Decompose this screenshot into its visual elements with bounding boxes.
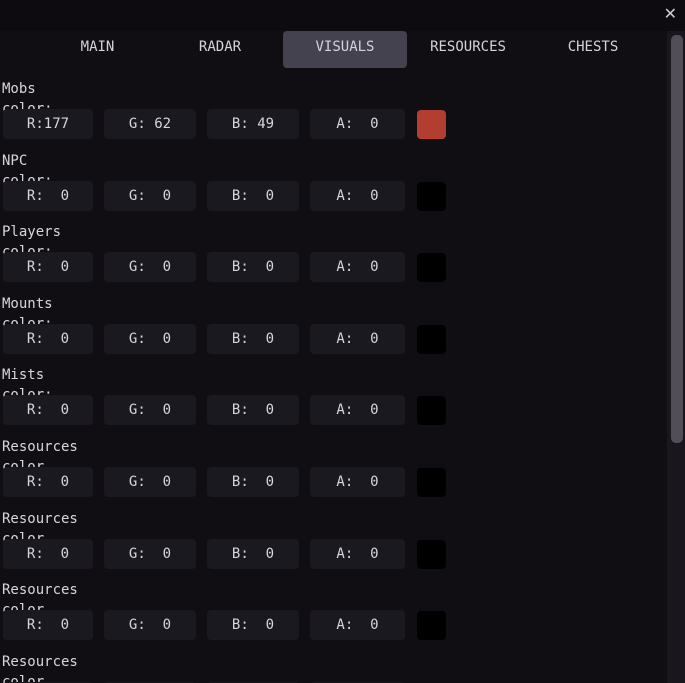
color-group-label: Resources color (TIER 3): [2, 582, 78, 638]
color-group-label: Resources color (TIER 4): [2, 653, 78, 683]
a-channel-input[interactable]: A: 0 [310, 610, 405, 641]
a-channel-input[interactable]: A: 0 [310, 180, 405, 211]
r-channel-input[interactable]: R: 0 [3, 252, 93, 283]
a-channel-input[interactable]: A: 0 [310, 395, 405, 426]
color-swatch[interactable] [417, 181, 446, 211]
r-channel-input[interactable]: R: 0 [3, 466, 93, 497]
g-channel-input[interactable]: G: 0 [104, 466, 196, 497]
color-group-label: Players color: [2, 224, 62, 260]
a-channel-input[interactable]: A: 0 [310, 109, 405, 139]
r-channel-input[interactable]: R: 0 [3, 395, 93, 426]
r-channel-input[interactable]: R: 0 [3, 180, 93, 211]
g-channel-input[interactable]: G: 62 [104, 109, 196, 139]
color-swatch[interactable] [417, 110, 446, 139]
g-channel-input[interactable]: G: 0 [104, 681, 196, 683]
color-group-label: Mobs color: [2, 81, 53, 117]
g-channel-input[interactable]: G: 0 [104, 395, 196, 426]
a-channel-input[interactable]: A: 0 [310, 466, 405, 497]
tab-radar[interactable]: RADAR [198, 39, 242, 55]
tab-main[interactable]: MAIN [80, 39, 115, 55]
color-swatch[interactable] [417, 611, 446, 641]
b-channel-input[interactable]: B: 0 [207, 538, 299, 569]
color-swatch[interactable] [417, 324, 446, 354]
color-group-label: Resources color (TIER 2): [2, 510, 78, 567]
r-channel-input[interactable]: R: 0 [3, 538, 93, 569]
scrollbar-thumb[interactable] [671, 35, 683, 443]
color-group-label: Mists color: [2, 367, 53, 403]
b-channel-input[interactable]: B: 0 [207, 610, 299, 641]
b-channel-input[interactable]: B: 0 [207, 466, 299, 497]
tab-bar: MAIN RADAR VISUALS RESOURCES CHESTS [0, 31, 667, 68]
close-button[interactable]: ✕ [664, 4, 677, 23]
b-channel-input[interactable]: B: 0 [207, 395, 299, 426]
color-swatch[interactable] [417, 396, 446, 426]
tab-chests[interactable]: CHESTS [567, 39, 619, 55]
tab-resources[interactable]: RESOURCES [430, 39, 506, 55]
g-channel-input[interactable]: G: 0 [104, 538, 196, 569]
color-group-label: NPC color: [2, 152, 53, 189]
b-channel-input[interactable]: B: 0 [207, 681, 299, 683]
a-channel-input[interactable]: A: 0 [310, 323, 405, 354]
color-swatch[interactable] [417, 253, 446, 283]
settings-panel: MAIN RADAR VISUALS RESOURCES CHESTS Mobs col… [0, 31, 667, 683]
color-group-label: Resources color (TIER 1): [2, 438, 78, 495]
color-swatch[interactable] [417, 467, 446, 497]
a-channel-input[interactable]: A: 0 [310, 538, 405, 569]
r-channel-input[interactable]: R:177 [3, 109, 93, 139]
g-channel-input[interactable]: G: 0 [104, 180, 196, 211]
r-channel-input[interactable]: R: 0 [3, 323, 93, 354]
r-channel-input[interactable]: R: 0 [3, 610, 93, 641]
a-channel-input[interactable]: A: 0 [310, 681, 405, 683]
b-channel-input[interactable]: B: 49 [207, 109, 299, 139]
tab-visuals[interactable]: VISUALS [283, 31, 407, 68]
b-channel-input[interactable]: B: 0 [207, 180, 299, 211]
b-channel-input[interactable]: B: 0 [207, 323, 299, 354]
color-swatch[interactable] [417, 539, 446, 569]
g-channel-input[interactable]: G: 0 [104, 252, 196, 283]
color-group-label: Mounts color: [2, 295, 53, 332]
g-channel-input[interactable]: G: 0 [104, 323, 196, 354]
close-icon: ✕ [663, 4, 677, 23]
b-channel-input[interactable]: B: 0 [207, 252, 299, 283]
g-channel-input[interactable]: G: 0 [104, 610, 196, 641]
r-channel-input[interactable]: R: 0 [3, 681, 93, 683]
a-channel-input[interactable]: A: 0 [310, 252, 405, 283]
